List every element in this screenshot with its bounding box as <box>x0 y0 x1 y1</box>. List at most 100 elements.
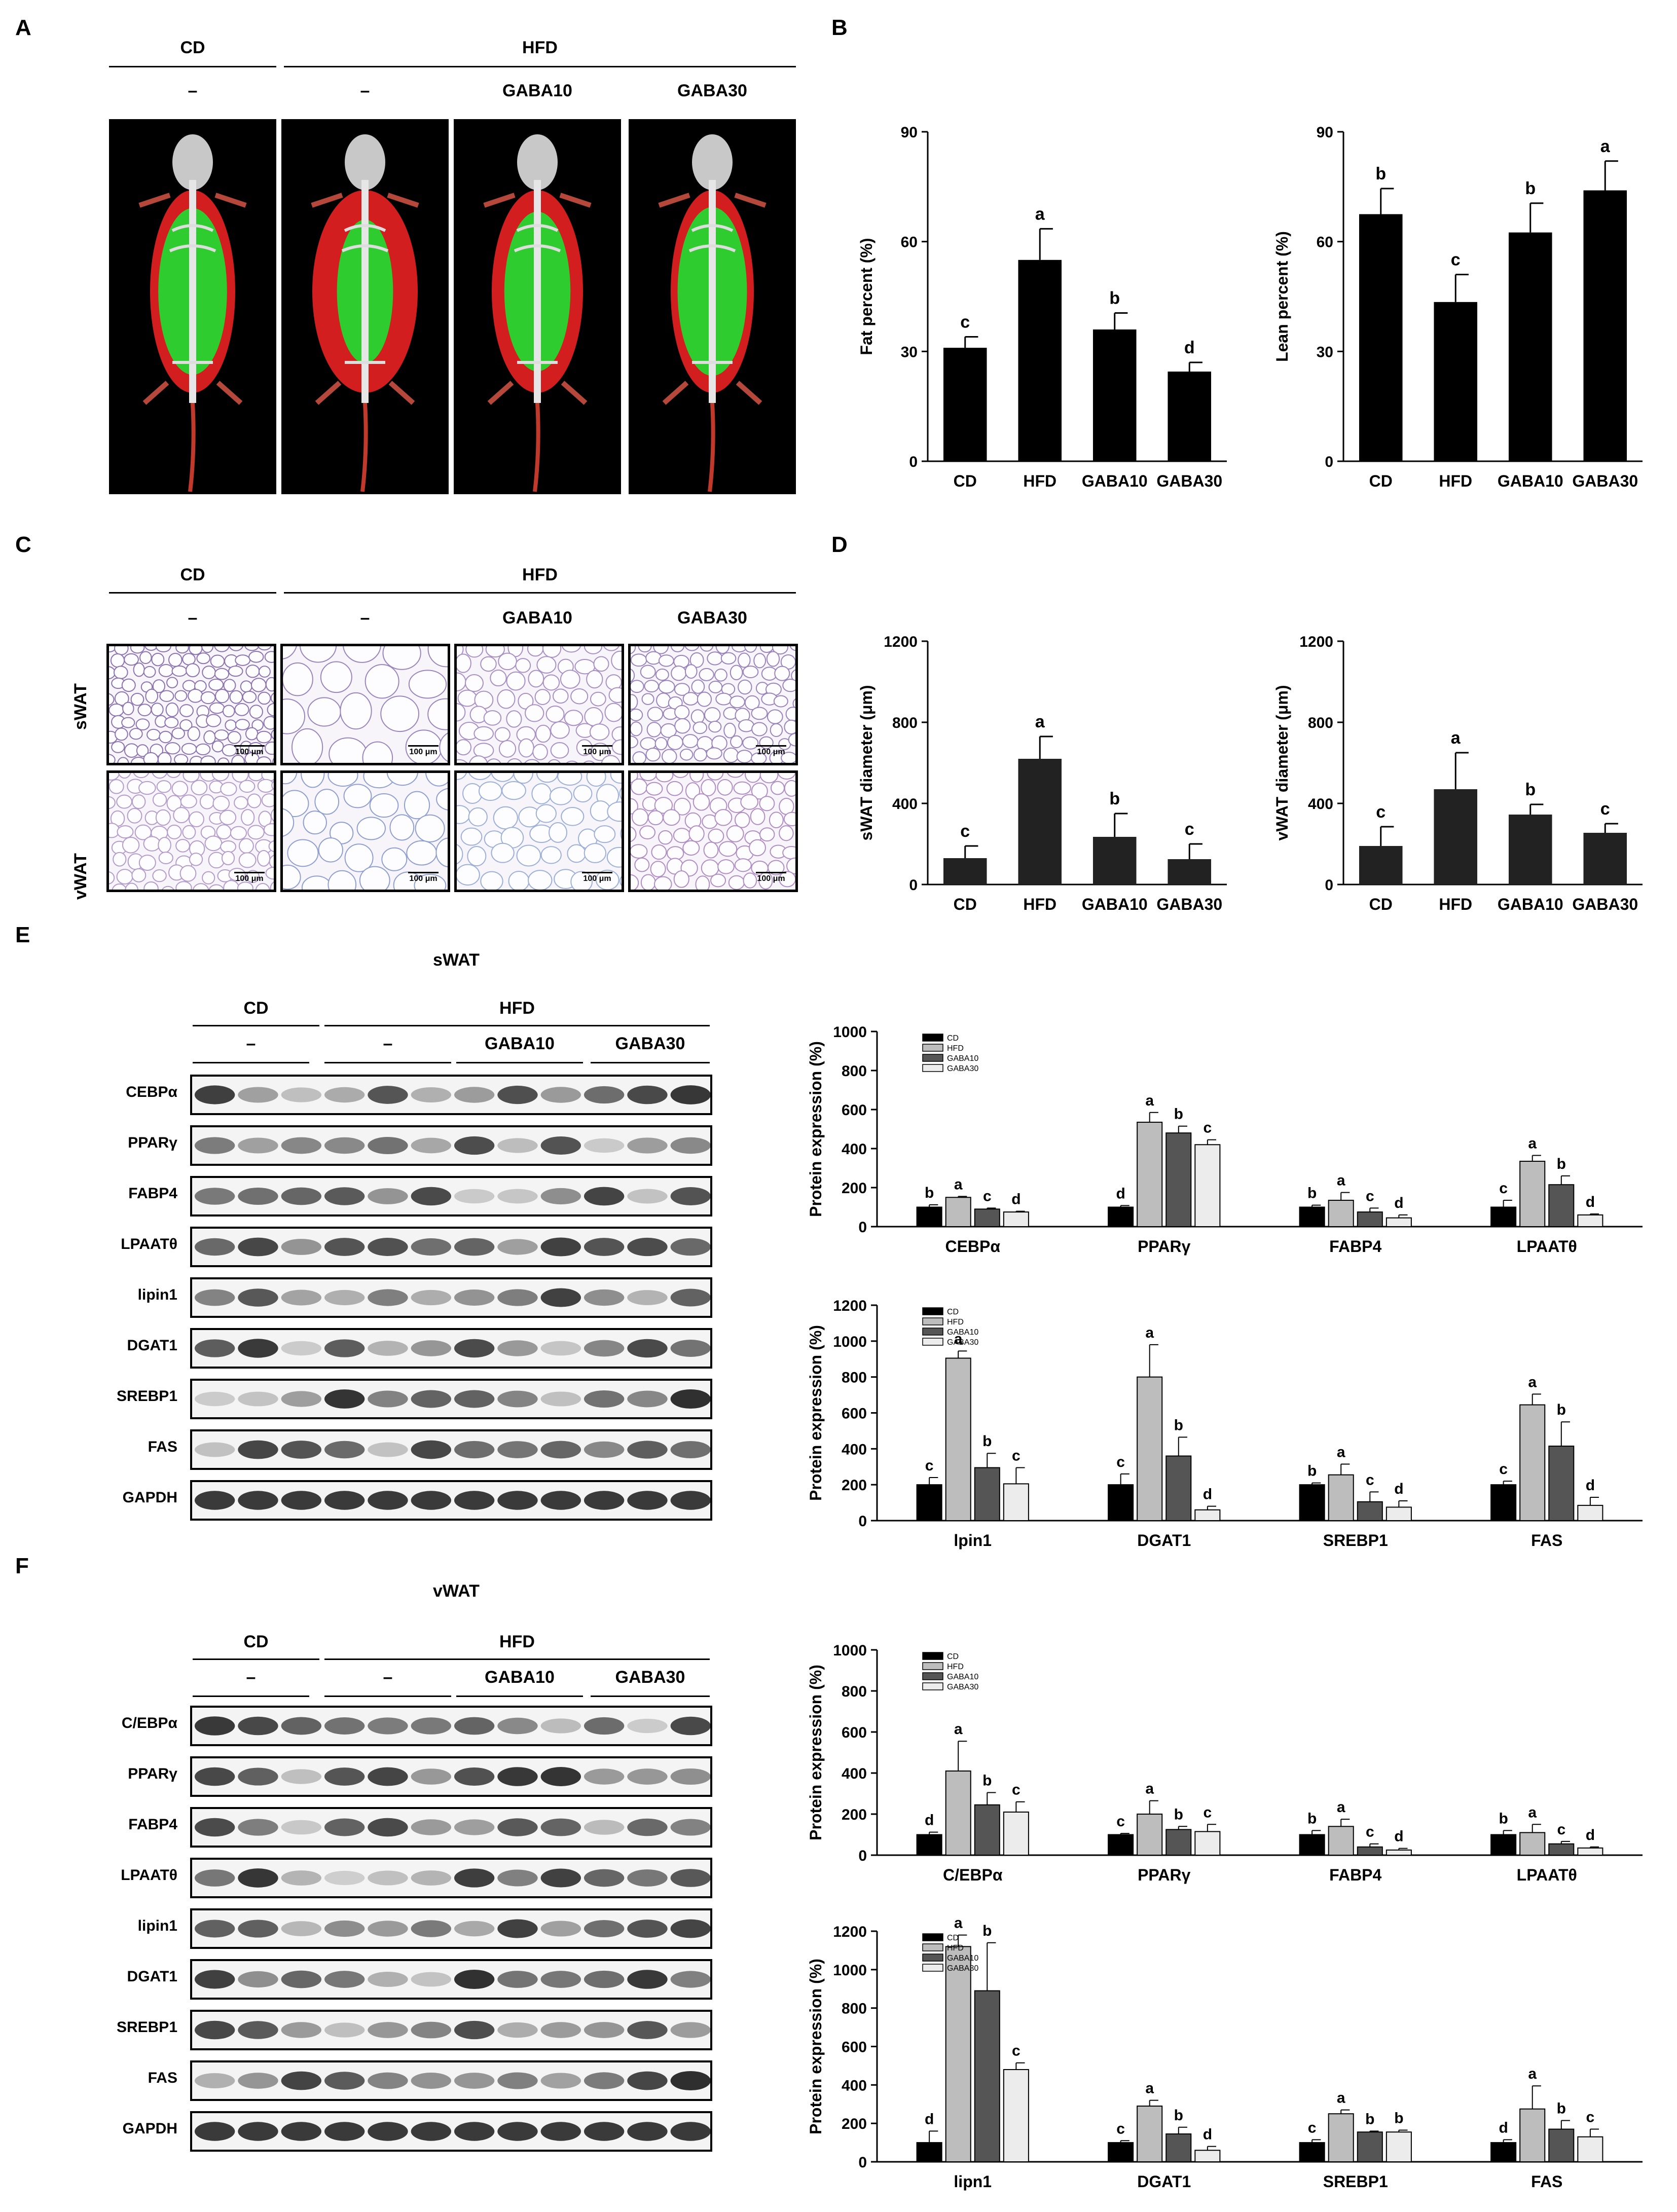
legend-label: HFD <box>947 1944 964 1952</box>
blot-strip <box>190 1176 712 1216</box>
y-tick-label: 1200 <box>1299 634 1333 650</box>
y-axis-label: Protein expression (%) <box>807 1041 825 1217</box>
significance-letter: b <box>925 1185 934 1201</box>
legend-swatch <box>922 1953 943 1962</box>
panel-label-f: F <box>15 1554 29 1578</box>
bar <box>1548 1843 1575 1856</box>
significance-letter: d <box>1116 1185 1125 1202</box>
c-subgroup-dash-cd: – <box>188 608 198 628</box>
legend-label: GABA30 <box>947 1064 978 1073</box>
legend-label: GABA30 <box>947 1964 978 1973</box>
y-tick-label: 30 <box>901 344 918 360</box>
y-axis-label: Lean percent (%) <box>1273 231 1291 362</box>
group-line-hfd <box>284 66 796 67</box>
blot-label: DGAT1 <box>127 1968 177 1985</box>
significance-letter: b <box>1307 1810 1317 1827</box>
group-line-cd <box>109 66 276 67</box>
category-label: HFD <box>1439 472 1472 490</box>
bar <box>1194 1144 1221 1227</box>
bar <box>943 348 987 461</box>
bar <box>916 2142 942 2163</box>
blot-strip <box>190 2060 712 2101</box>
bar <box>1137 1376 1163 1522</box>
bar <box>916 1834 942 1856</box>
legend-swatch <box>922 1064 943 1072</box>
significance-letter: c <box>1204 1120 1212 1136</box>
bar <box>1583 833 1627 884</box>
legend-label: HFD <box>947 1663 964 1671</box>
ct-image-gaba10 <box>454 119 621 494</box>
category-label: DGAT1 <box>1137 1531 1191 1550</box>
c-group-line-cd <box>109 592 276 594</box>
significance-letter: c <box>1012 1782 1020 1798</box>
category-label: C/EBPα <box>943 1866 1003 1884</box>
bar <box>1165 1132 1192 1227</box>
significance-letter: a <box>1600 137 1611 156</box>
significance-letter: b <box>1174 1806 1183 1823</box>
category-label: CD <box>1369 895 1393 913</box>
e-subgroup-gaba30: GABA30 <box>615 1034 685 1053</box>
blot-label: FAS <box>148 2070 177 2086</box>
y-tick-label: 0 <box>858 1219 867 1236</box>
blot-strip <box>190 1908 712 1949</box>
category-label: LPAATθ <box>1517 1237 1577 1256</box>
significance-letter: c <box>1308 2119 1317 2136</box>
category-label: SREBP1 <box>1323 1531 1388 1550</box>
legend-swatch <box>922 1682 943 1690</box>
e-group-header-hfd: HFD <box>499 999 535 1018</box>
significance-letter: d <box>1011 1191 1020 1208</box>
histology-swat-gaba10: 100 μm <box>454 644 624 765</box>
bar <box>945 1197 971 1227</box>
significance-letter: c <box>960 312 970 331</box>
significance-letter: a <box>1337 1172 1345 1189</box>
bar <box>1194 1831 1221 1856</box>
category-label: lipn1 <box>954 2172 992 2191</box>
significance-letter: c <box>1376 802 1386 822</box>
bar <box>1003 1211 1029 1227</box>
category-label: GABA30 <box>1572 472 1638 490</box>
significance-letter: b <box>1109 789 1120 808</box>
bar <box>1299 2142 1325 2163</box>
c-subgroup-gaba30: GABA30 <box>677 608 747 628</box>
bar <box>1434 302 1478 461</box>
e-subgroup-dash-cd: – <box>246 1034 256 1053</box>
f-sub-line-gaba30 <box>591 1695 710 1697</box>
bar <box>1519 1161 1546 1227</box>
significance-letter: a <box>1035 204 1045 224</box>
legend-label: GABA10 <box>947 1673 978 1681</box>
significance-letter: a <box>1528 2066 1537 2082</box>
histology-swat-gaba30: 100 μm <box>628 644 798 765</box>
significance-letter: c <box>1116 2120 1125 2137</box>
ct-image-gaba30 <box>629 119 796 494</box>
category-label: FAS <box>1531 2172 1562 2191</box>
blot-strip <box>190 1227 712 1267</box>
bar <box>1194 2150 1221 2162</box>
significance-letter: b <box>1375 164 1386 183</box>
significance-letter: d <box>1586 1827 1595 1844</box>
blot-strip <box>190 1706 712 1746</box>
y-tick-label: 60 <box>1317 234 1333 251</box>
significance-letter: c <box>1204 1804 1212 1821</box>
bar <box>1490 1834 1517 1856</box>
bar <box>1194 1509 1221 1521</box>
blot-label: DGAT1 <box>127 1337 177 1354</box>
blot-label: CEBPα <box>126 1084 177 1100</box>
blot-label: SREBP1 <box>116 1388 177 1405</box>
bar <box>1577 1847 1603 1856</box>
f-subgroup-dash-cd: – <box>246 1668 256 1687</box>
legend-label: CD <box>947 1308 959 1316</box>
category-label: lpin1 <box>954 1531 992 1550</box>
significance-letter: b <box>1307 1185 1317 1202</box>
significance-letter: b <box>1109 289 1120 308</box>
blot-label: FABP4 <box>128 1816 177 1833</box>
y-tick-label: 400 <box>892 796 918 813</box>
significance-letter: a <box>1145 1324 1154 1341</box>
legend-swatch <box>922 1943 943 1951</box>
bar <box>1108 1206 1134 1227</box>
bar <box>916 1206 942 1227</box>
y-tick-label: 400 <box>842 1441 867 1458</box>
row-label-vwat: vWAT <box>71 853 90 900</box>
significance-letter: d <box>1394 1195 1403 1211</box>
f-sub-line-cd <box>193 1695 309 1697</box>
significance-letter: b <box>1525 780 1536 799</box>
